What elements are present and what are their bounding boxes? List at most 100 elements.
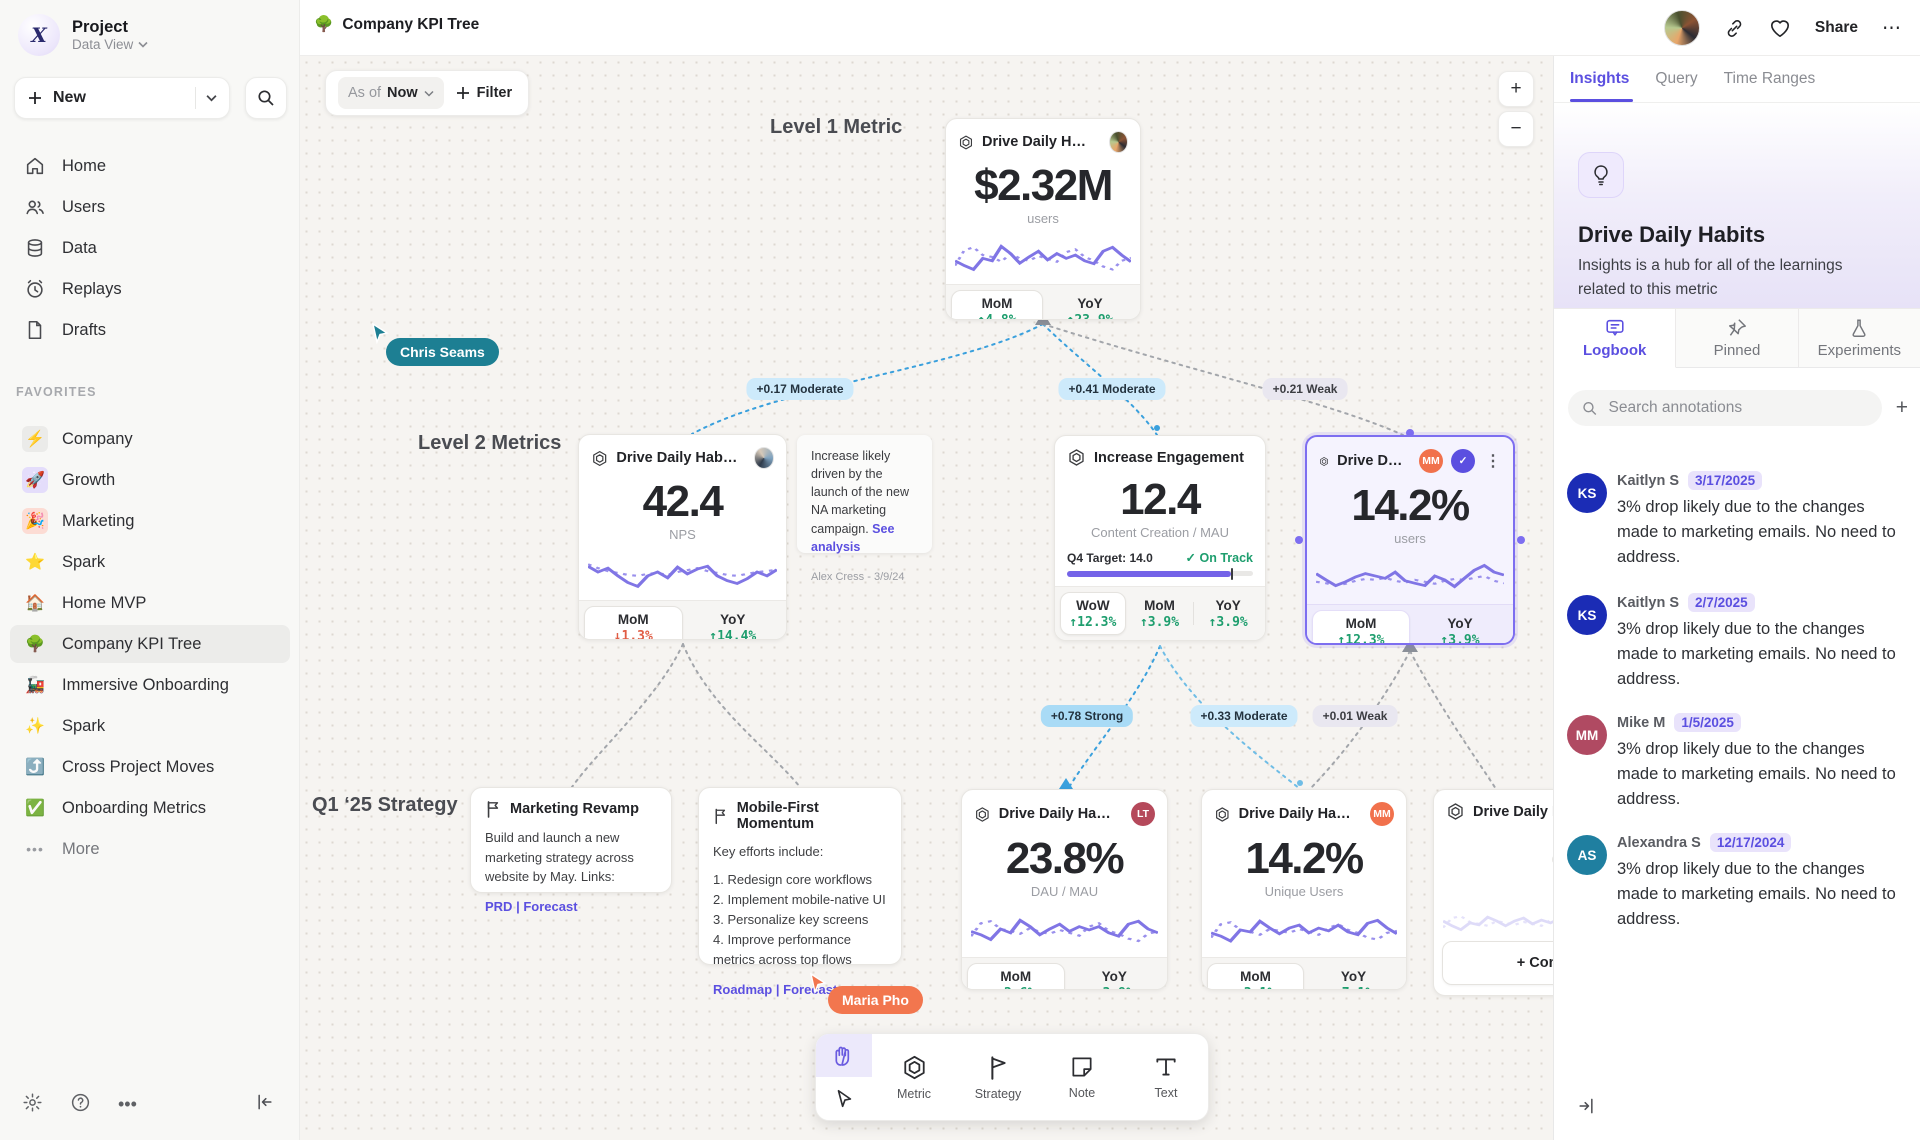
sidebar-item-more[interactable]: ••• More xyxy=(10,830,290,868)
metric-card-nps[interactable]: Drive Daily Habbits 42.4 NPS MoM ↓1.3% Yo… xyxy=(578,434,787,640)
stat-mom[interactable]: MoM↑4.8% xyxy=(951,290,1043,319)
zoom-out-button[interactable]: − xyxy=(1498,111,1534,147)
annotation-item[interactable]: MM Mike M 1/5/2025 3% drop likely due to … xyxy=(1567,713,1897,811)
annotation-date[interactable]: 12/17/2024 xyxy=(1709,833,1792,852)
strategy-card-marketing-revamp[interactable]: Marketing Revamp Build and launch a new … xyxy=(470,787,672,914)
zoom-in-button[interactable]: + xyxy=(1498,71,1534,107)
owner-badge[interactable]: MM xyxy=(1419,449,1443,473)
sidebar-item-users[interactable]: Users xyxy=(10,188,286,226)
as-of-selector[interactable]: As of Now xyxy=(338,77,444,109)
annotation-item[interactable]: AS Alexandra S 12/17/2024 3% drop likely … xyxy=(1567,833,1897,931)
metric-card-selected[interactable]: Drive Daily Habb.. MM ✓ ⋮ 14.2% users Mo… xyxy=(1305,435,1515,645)
sidebar-item-home-mvp[interactable]: 🏠 Home MVP xyxy=(10,584,290,622)
tab-time-ranges[interactable]: Time Ranges xyxy=(1723,70,1816,87)
tab-query[interactable]: Query xyxy=(1655,70,1698,87)
owner-avatar[interactable] xyxy=(1109,131,1128,153)
strategy-card-mobile-first[interactable]: Mobile-First Momentum Key efforts includ… xyxy=(698,787,902,997)
edge-correlation-chip[interactable]: +0.21 Weak xyxy=(1262,378,1348,400)
card-menu-icon[interactable]: ⋮ xyxy=(1485,453,1501,470)
copy-link-icon[interactable] xyxy=(1724,18,1745,39)
forecast-link[interactable]: Forecast xyxy=(523,898,578,914)
sidebar-item-spark-2[interactable]: ✨ Spark xyxy=(10,707,290,745)
note-tool-button[interactable]: Note xyxy=(1040,1034,1124,1120)
chevron-down-icon[interactable] xyxy=(206,94,217,102)
add-annotation-button[interactable]: + xyxy=(1895,396,1908,419)
annotation-date[interactable]: 3/17/2025 xyxy=(1688,471,1763,490)
metric-card-level1[interactable]: Drive Daily Habbits $2.32M users MoM↑4.8… xyxy=(945,118,1141,320)
annotation-date[interactable]: 1/5/2025 xyxy=(1674,713,1741,732)
settings-gear-icon[interactable] xyxy=(22,1092,43,1113)
stat-mom[interactable]: MoM↑3.1% xyxy=(1207,963,1304,989)
collapse-sidebar-icon[interactable] xyxy=(255,1092,275,1112)
stat-yoy[interactable]: YoY↑3.9% xyxy=(1208,597,1248,630)
sidebar-search-button[interactable] xyxy=(245,77,287,119)
tab-pinned[interactable]: Pinned xyxy=(1676,309,1799,368)
metric-card-unconnected[interactable]: Drive Daily Habbits + Connect xyxy=(1433,789,1553,996)
owner-badge[interactable]: MM xyxy=(1370,802,1394,826)
sidebar-item-company[interactable]: ⚡ Company xyxy=(10,420,290,458)
edge-correlation-chip[interactable]: +0.17 Moderate xyxy=(746,378,854,400)
metric-tool-button[interactable]: Metric xyxy=(872,1034,956,1120)
kpi-tree-canvas[interactable]: As of Now Filter + − Level 1 Metric Leve… xyxy=(300,56,1553,1140)
owner-avatar[interactable] xyxy=(753,447,774,469)
metric-card-unique-users[interactable]: Drive Daily Habbits MM 14.2% Unique User… xyxy=(1201,789,1407,990)
filter-button[interactable]: Filter xyxy=(456,85,516,101)
annotation-note[interactable]: Increase likely driven by the launch of … xyxy=(797,435,932,583)
favorite-heart-icon[interactable] xyxy=(1769,18,1791,38)
stat-yoy[interactable]: YoY↑3.9% xyxy=(1440,615,1480,645)
sidebar-item-immersive-onboarding[interactable]: 🚂 Immersive Onboarding xyxy=(10,666,290,704)
annotation-search[interactable] xyxy=(1568,390,1882,426)
edge-correlation-chip[interactable]: +0.78 Strong xyxy=(1040,705,1134,727)
help-icon[interactable] xyxy=(70,1092,91,1113)
stat-mom[interactable]: MoM ↑12.3% xyxy=(1312,610,1410,643)
hand-tool-button[interactable] xyxy=(816,1034,872,1077)
owner-badge[interactable]: LT xyxy=(1131,802,1155,826)
new-button[interactable]: New xyxy=(14,77,230,119)
connect-button[interactable]: + Connect xyxy=(1442,941,1553,985)
more-menu-icon[interactable]: ⋯ xyxy=(1882,17,1902,39)
see-analysis-link[interactable]: See analysis xyxy=(811,521,895,554)
collapse-panel-icon[interactable] xyxy=(1576,1096,1596,1116)
sidebar-item-marketing[interactable]: 🎉 Marketing xyxy=(10,502,290,540)
more-options-icon[interactable]: ••• xyxy=(118,1094,137,1114)
text-tool-button[interactable]: Text xyxy=(1124,1034,1208,1120)
tab-insights[interactable]: Insights xyxy=(1570,56,1634,102)
tab-experiments[interactable]: Experiments xyxy=(1798,309,1920,368)
edge-correlation-chip[interactable]: +0.01 Weak xyxy=(1312,705,1398,727)
stat-yoy[interactable]: YoY ↑14.4% xyxy=(709,611,757,640)
metric-card-engagement[interactable]: Increase Engagement 12.4 Content Creatio… xyxy=(1054,435,1266,641)
stat-yoy[interactable]: YoY↑23.9% xyxy=(1067,295,1114,319)
sidebar-item-onboarding-metrics[interactable]: ✅ Onboarding Metrics xyxy=(10,789,290,827)
annotation-search-input[interactable] xyxy=(1606,398,1868,418)
share-button[interactable]: Share xyxy=(1814,19,1858,36)
roadmap-link[interactable]: Roadmap xyxy=(713,982,773,998)
stat-wow[interactable]: WoW ↑12.3% xyxy=(1060,592,1126,635)
tab-logbook[interactable]: Logbook xyxy=(1554,309,1677,368)
forecast-link[interactable]: Forecast xyxy=(783,982,838,998)
sidebar-item-cross-project-moves[interactable]: ⤴️ Cross Project Moves xyxy=(10,748,290,786)
stat-mom[interactable]: MoM ↑3.9% xyxy=(1139,597,1180,630)
sidebar-item-growth[interactable]: 🚀 Growth xyxy=(10,461,290,499)
strategy-tool-button[interactable]: Strategy xyxy=(956,1034,1040,1120)
metric-card-dau-mau[interactable]: Drive Daily Habbits LT 23.8% DAU / MAU M… xyxy=(961,789,1168,990)
sidebar-item-home[interactable]: Home xyxy=(10,147,286,185)
user-avatar[interactable] xyxy=(1663,10,1700,46)
stat-yoy[interactable]: YoY↑3.9% xyxy=(1095,968,1134,989)
stat-mom[interactable]: MoM↑2.6% xyxy=(967,963,1065,989)
select-tool-button[interactable] xyxy=(816,1077,872,1120)
stat-yoy[interactable]: YoY↑7.1% xyxy=(1334,968,1373,989)
sidebar-item-company-kpi-tree[interactable]: 🌳 Company KPI Tree xyxy=(10,625,290,663)
edge-correlation-chip[interactable]: +0.41 Moderate xyxy=(1058,378,1166,400)
annotation-item[interactable]: KS Kaitlyn S 2/7/2025 3% drop likely due … xyxy=(1567,593,1897,691)
annotation-date[interactable]: 2/7/2025 xyxy=(1688,593,1755,612)
prd-link[interactable]: PRD xyxy=(485,898,513,914)
sidebar-item-data[interactable]: Data xyxy=(10,229,286,267)
sidebar-item-spark[interactable]: ⭐ Spark xyxy=(10,543,290,581)
project-dataview-selector[interactable]: Data View xyxy=(72,37,148,52)
edge-correlation-chip[interactable]: +0.33 Moderate xyxy=(1190,705,1298,727)
workspace-logo[interactable]: X xyxy=(18,14,60,56)
annotation-item[interactable]: KS Kaitlyn S 3/17/2025 3% drop likely due… xyxy=(1567,471,1897,569)
stat-mom[interactable]: MoM ↓1.3% xyxy=(584,606,683,639)
sidebar-item-drafts[interactable]: Drafts xyxy=(10,311,286,349)
sidebar-item-replays[interactable]: Replays xyxy=(10,270,286,308)
